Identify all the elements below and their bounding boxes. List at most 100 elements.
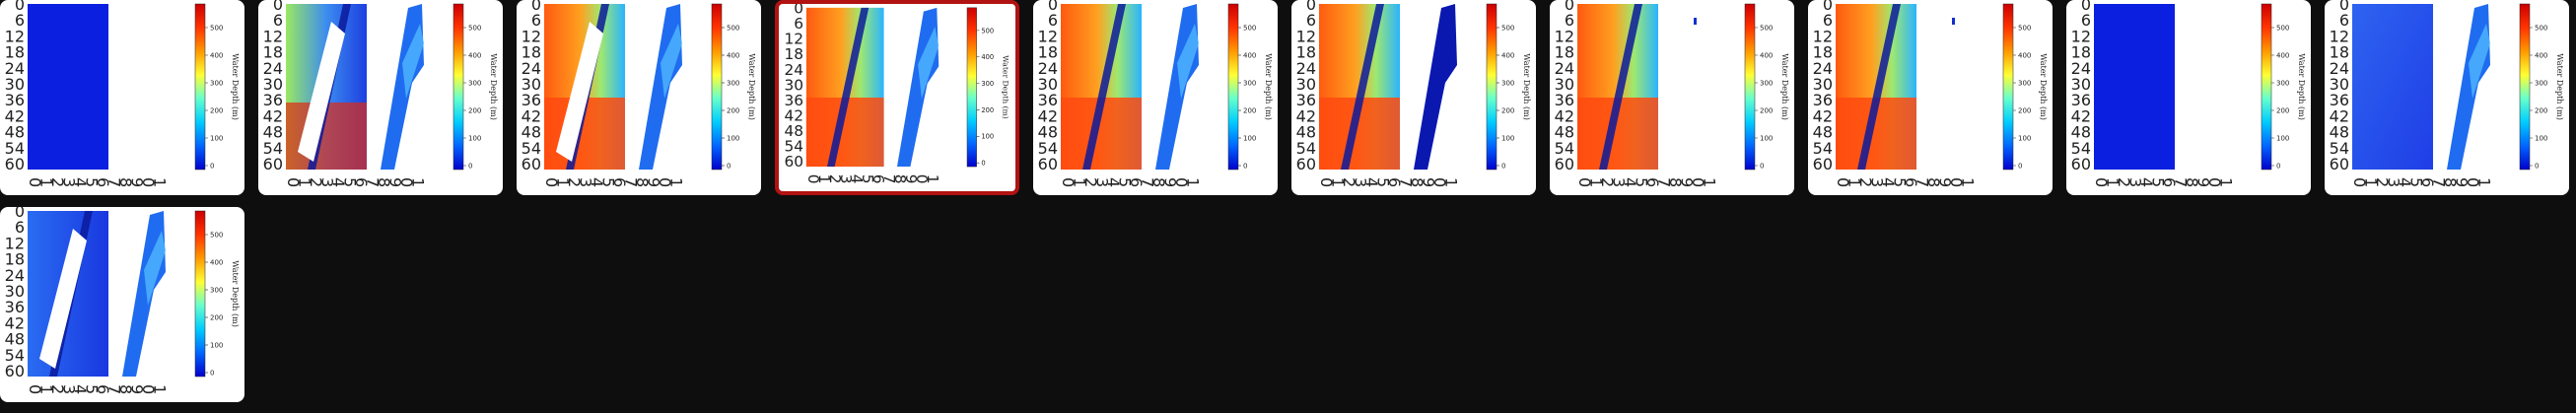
x-tick-label: 8 [1666, 177, 1685, 187]
colorbar-tick-label: 400 [210, 259, 223, 267]
thumbnail-card[interactable]: 0 6 12 18 24 30 36 42 48 54 60 0 1 2 3 4 5 6 7 8 9 0 1 500 400 30… [1291, 0, 1536, 195]
y-tick-label: 42 [5, 313, 25, 332]
x-tick-label: 1 [1845, 177, 1864, 187]
colorbar-tick-label: 500 [1760, 25, 1773, 33]
colorbar-label: Water Depth (m) [747, 53, 756, 120]
y-tick-label: 0 [794, 4, 803, 18]
colorbar-tick-label: 300 [1760, 80, 1773, 88]
x-tick-label: 8 [1924, 177, 1943, 187]
colorbar-tick-label: 500 [210, 232, 223, 240]
thumbnail-card[interactable]: 0 6 12 18 24 30 36 42 48 54 60 0 1 2 3 4 5 6 7 8 9 0 1 500 400 30… [2066, 0, 2311, 195]
thumbnail-card[interactable]: 0 6 12 18 24 30 36 42 48 54 60 0 1 2 3 4 5 6 7 8 9 0 1 500 400 30… [775, 0, 1019, 195]
x-tick-label: 0 [1834, 177, 1852, 187]
heatmap-figure: 0612182430364248546001234567890150040030… [2330, 0, 2564, 187]
colorbar-tick-label: 200 [1243, 107, 1256, 115]
thumbnail-card[interactable]: 0 6 12 18 24 30 36 42 48 54 60 0 1 2 3 4 5 6 7 8 9 0 1 500 400 30… [1808, 0, 2053, 195]
y-tick-label: 48 [784, 122, 803, 140]
y-tick-label: 36 [5, 298, 25, 316]
y-tick-label: 36 [5, 91, 25, 109]
thumbnail-card[interactable]: 0 6 12 18 24 30 36 42 48 54 60 0 1 2 3 4 5 6 7 8 9 0 1 500 400 30… [1033, 0, 1278, 195]
y-tick-label: 6 [2339, 11, 2349, 30]
x-tick-label: 6 [94, 384, 112, 394]
y-tick-label: 60 [1296, 155, 1316, 173]
x-tick-label: 0 [542, 177, 561, 187]
y-tick-label: 42 [1555, 106, 1574, 125]
thumbnail-card[interactable]: 0 6 12 18 24 30 36 42 48 54 60 0 1 2 3 4 5 6 7 8 9 0 1 500 400 30… [517, 0, 761, 195]
x-tick-label: 0 [1689, 177, 1707, 187]
x-tick-label: 7 [1914, 177, 1932, 187]
colorbar-label: Water Depth (m) [1780, 53, 1789, 120]
x-tick-label: 3 [1868, 177, 1887, 187]
y-tick-label: 30 [263, 75, 283, 94]
colorbar-tick-label: 200 [1760, 107, 1773, 115]
colorbar-tick-label: 200 [2535, 107, 2547, 115]
colorbar-label: Water Depth (m) [1264, 53, 1273, 120]
x-tick-label: 2 [48, 384, 67, 394]
colorbar [1486, 3, 1497, 171]
colorbar-tick-label: 300 [1243, 80, 1256, 88]
x-tick-label: 0 [1172, 177, 1191, 187]
x-tick-label: 5 [83, 384, 102, 394]
x-tick-label: 8 [633, 177, 652, 187]
x-tick-label: 2 [1856, 177, 1875, 187]
colorbar [1744, 3, 1756, 171]
x-tick-label: 0 [1947, 177, 1966, 187]
colorbar-label: Water Depth (m) [1522, 53, 1531, 120]
y-tick-label: 6 [794, 15, 803, 33]
x-tick-label: 9 [1678, 177, 1697, 187]
y-tick-label: 48 [263, 123, 283, 142]
y-tick-label: 12 [5, 27, 25, 45]
colorbar-tick-label: 300 [1501, 80, 1514, 88]
x-tick-label: 3 [2126, 177, 2145, 187]
colorbar-tick-label: 400 [468, 52, 481, 60]
y-tick-label: 60 [1555, 155, 1574, 173]
x-tick-label: 0 [1317, 177, 1336, 187]
heatmap-figure: 0612182430364248546001234567890150040030… [784, 4, 1010, 184]
thumbnail-card[interactable]: 0 6 12 18 24 30 36 42 48 54 60 0 1 2 3 4 5 6 7 8 9 0 1 500 400 30… [0, 0, 244, 195]
thumbnail-card[interactable]: 0 6 12 18 24 30 36 42 48 54 60 0 1 2 3 4 5 6 7 8 9 0 1 500 400 30… [1550, 0, 1794, 195]
thumbnail-card[interactable]: 0 6 12 18 24 30 36 42 48 54 60 0 1 2 3 4 5 6 7 8 9 0 1 500 400 30… [0, 207, 244, 402]
y-tick-label: 30 [1296, 75, 1316, 94]
colorbar-tick-label: 0 [210, 163, 214, 171]
colorbar-tick-label: 400 [1501, 52, 1514, 60]
x-tick-label: 5 [341, 177, 360, 187]
y-tick-label: 6 [2081, 11, 2091, 30]
colorbar-tick-label: 200 [210, 314, 223, 322]
colorbar-tick-label: 100 [210, 135, 223, 143]
colorbar [2519, 3, 2531, 171]
y-tick-label: 18 [5, 43, 25, 62]
x-tick-label: 5 [599, 177, 618, 187]
y-tick-label: 30 [1555, 75, 1574, 94]
x-tick-label: 0 [804, 174, 822, 184]
thumbnail-card[interactable]: 0 6 12 18 24 30 36 42 48 54 60 0 1 2 3 4 5 6 7 8 9 0 1 500 400 30… [2325, 0, 2569, 195]
x-tick-label: 7 [2172, 177, 2191, 187]
heatmap-right [2447, 4, 2490, 170]
colorbar-label: Water Depth (m) [231, 53, 240, 120]
x-tick-label: 6 [1127, 177, 1146, 187]
y-tick-label: 48 [522, 123, 541, 142]
heatmap-figure: 0612182430364248546001234567890150040030… [1296, 0, 1531, 187]
y-tick-label: 24 [5, 59, 25, 78]
y-tick-label: 54 [263, 139, 283, 158]
y-tick-label: 54 [1038, 139, 1058, 158]
x-tick-label: 0 [2350, 177, 2369, 187]
x-tick-label: 1 [1442, 177, 1461, 187]
y-tick-label: 36 [2330, 91, 2349, 109]
colorbar-tick-label: 200 [210, 107, 223, 115]
y-tick-label: 42 [263, 106, 283, 125]
colorbar-tick-label: 300 [727, 80, 739, 88]
heatmap-right-highlight [918, 27, 940, 99]
thumbnail-card[interactable]: 0 6 12 18 24 30 36 42 48 54 60 0 1 2 3 4 5 6 7 8 9 0 1 500 400 30… [258, 0, 503, 195]
y-tick-label: 30 [5, 282, 25, 301]
y-tick-label: 12 [2071, 27, 2091, 45]
colorbar-tick-label: 0 [981, 160, 985, 168]
colorbar [711, 3, 723, 171]
y-tick-label: 60 [263, 155, 283, 173]
y-tick-label: 48 [2071, 123, 2091, 142]
y-tick-label: 0 [15, 207, 25, 221]
y-tick-label: 18 [2071, 43, 2091, 62]
y-tick-label: 6 [273, 11, 283, 30]
colorbar-tick-label: 0 [1501, 163, 1505, 171]
channel-path [1341, 4, 1384, 170]
heatmap-right [1952, 18, 1955, 25]
